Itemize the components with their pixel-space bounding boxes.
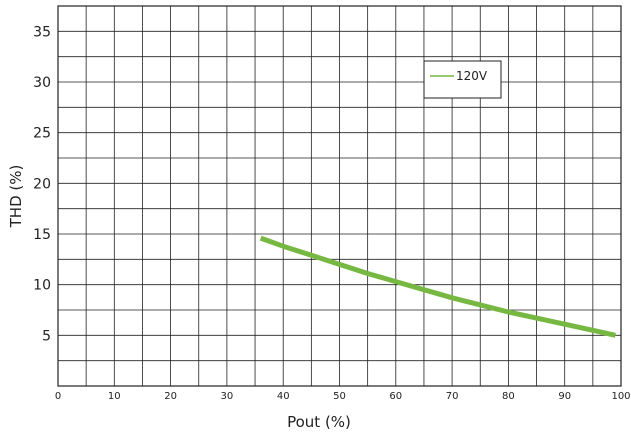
- x-tick-label: 90: [558, 391, 571, 402]
- y-tick-label: 20: [33, 176, 51, 192]
- x-tick-label: 30: [221, 391, 234, 402]
- x-tick-label: 20: [164, 391, 177, 402]
- x-tick-label: 10: [108, 391, 121, 402]
- y-tick-label: 10: [33, 278, 51, 294]
- x-tick-label: 40: [277, 391, 290, 402]
- y-tick-label: 15: [33, 227, 51, 243]
- y-tick-label: 30: [33, 75, 51, 91]
- x-tick-label: 80: [502, 391, 515, 402]
- chart-grid: [58, 6, 621, 386]
- legend-label-120v: 120V: [456, 69, 488, 83]
- y-tick-label: 25: [33, 126, 51, 142]
- plot-frame: [57, 5, 622, 387]
- y-axis-title: THD (%): [7, 165, 25, 229]
- x-tick-label: 50: [333, 391, 346, 402]
- x-tick-label: 100: [611, 391, 630, 402]
- series-layer: [259, 235, 616, 338]
- series-line-120v: [259, 235, 616, 338]
- x-tick-label: 60: [389, 391, 402, 402]
- x-tick-label: 70: [446, 391, 459, 402]
- x-axis-title: Pout (%): [287, 413, 351, 431]
- y-tick-label: 5: [42, 328, 51, 344]
- y-tick-label: 35: [33, 24, 51, 40]
- x-tick-label: 0: [55, 391, 61, 402]
- legend: 120V: [423, 60, 502, 99]
- axis-ticks: 0 10 20 30 40 50 60 70 80 90 100 5 10 15 20 25 30 35: [33, 24, 630, 402]
- legend-box: [423, 60, 502, 99]
